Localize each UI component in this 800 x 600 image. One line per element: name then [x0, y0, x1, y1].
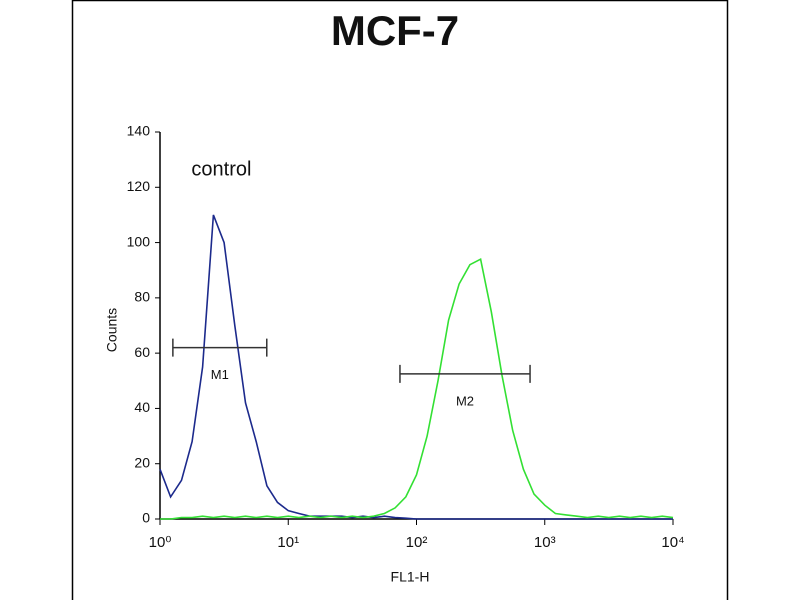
y-tick-label: 60: [134, 344, 150, 360]
y-tick-label: 80: [134, 289, 150, 305]
y-tick-label: 20: [134, 454, 150, 470]
x-tick-label: 10⁴: [661, 534, 684, 551]
x-tick-label: 10¹: [277, 534, 299, 551]
marker-label: M1: [211, 367, 229, 382]
y-tick-label: 0: [142, 510, 150, 526]
x-tick-label: 10⁰: [149, 534, 172, 551]
chart-title: MCF-7: [331, 7, 459, 54]
y-tick-label: 140: [127, 123, 151, 139]
marker-label: M2: [456, 393, 474, 408]
x-tick-label: 10²: [406, 534, 428, 551]
histogram-line: [160, 258, 674, 520]
x-tick-label: 10³: [534, 534, 556, 551]
y-tick-label: 100: [127, 233, 151, 249]
frame: [71, 0, 729, 600]
y-axis-label: Counts: [104, 308, 120, 352]
series-label: control: [191, 158, 251, 180]
y-tick-label: 40: [134, 399, 150, 415]
x-axis-label: FL1-H: [391, 569, 430, 585]
histogram-line: [159, 214, 673, 520]
y-tick-label: 120: [127, 178, 151, 194]
